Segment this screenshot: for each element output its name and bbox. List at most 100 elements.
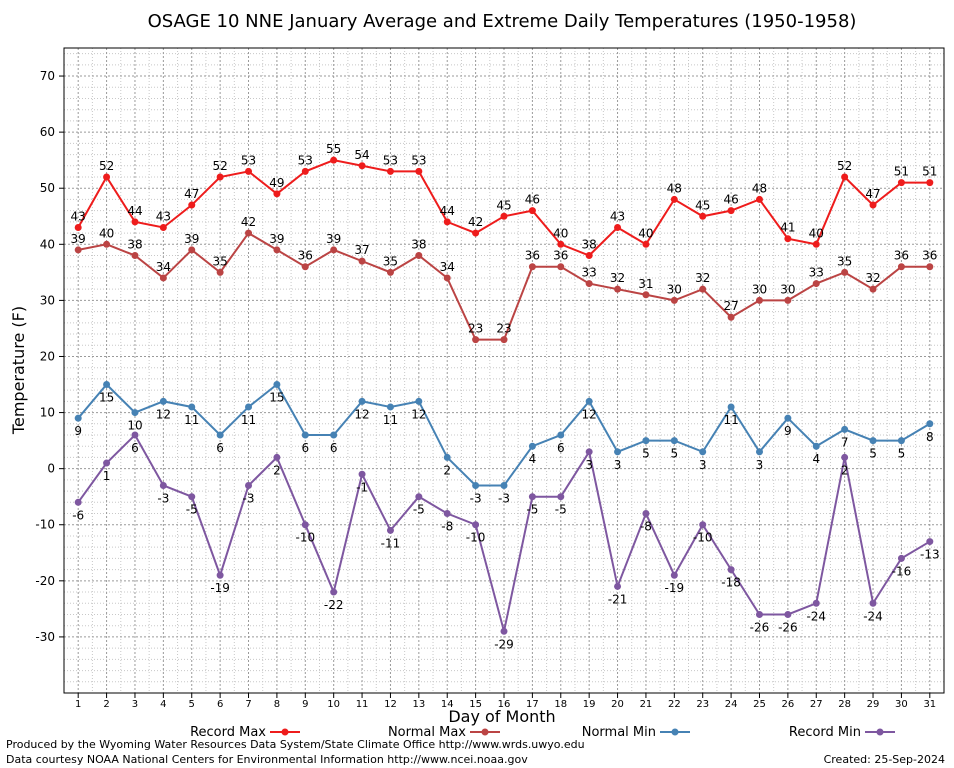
data-point bbox=[216, 268, 224, 276]
data-label: 40 bbox=[553, 226, 568, 240]
data-point bbox=[159, 481, 167, 489]
data-point bbox=[245, 167, 253, 175]
legend-entry: Record Min bbox=[789, 725, 895, 740]
data-point bbox=[670, 296, 678, 304]
data-point bbox=[755, 195, 763, 203]
data-point bbox=[386, 167, 394, 175]
y-tick-label: 20 bbox=[40, 349, 55, 363]
data-point bbox=[614, 582, 622, 590]
data-point bbox=[301, 521, 309, 529]
footer-data-courtesy: Data courtesy NOAA National Centers for … bbox=[6, 753, 528, 766]
data-label: 12 bbox=[156, 407, 171, 421]
x-tick-label: 21 bbox=[640, 699, 653, 710]
data-point bbox=[301, 263, 309, 271]
data-point bbox=[330, 431, 338, 439]
data-label: -19 bbox=[210, 581, 230, 595]
data-label: -8 bbox=[640, 520, 652, 534]
data-point bbox=[415, 167, 423, 175]
data-label: 52 bbox=[837, 159, 852, 173]
data-point bbox=[699, 448, 707, 456]
x-tick-label: 17 bbox=[526, 699, 539, 710]
data-label: -3 bbox=[470, 491, 482, 505]
data-point bbox=[330, 246, 338, 254]
data-point bbox=[784, 610, 792, 618]
data-label: 12 bbox=[354, 407, 369, 421]
data-point bbox=[358, 162, 366, 170]
x-tick-label: 3 bbox=[132, 699, 138, 710]
data-label: 43 bbox=[71, 209, 86, 223]
data-point bbox=[443, 510, 451, 518]
x-tick-label: 5 bbox=[189, 699, 195, 710]
data-point bbox=[443, 274, 451, 282]
data-point bbox=[897, 179, 905, 187]
data-point bbox=[926, 420, 934, 428]
data-point bbox=[585, 280, 593, 288]
data-point bbox=[103, 173, 111, 181]
x-tick-label: 15 bbox=[469, 699, 482, 710]
data-label: 43 bbox=[156, 209, 171, 223]
data-point bbox=[841, 453, 849, 461]
data-point bbox=[784, 296, 792, 304]
data-point bbox=[642, 437, 650, 445]
data-point bbox=[557, 263, 565, 271]
data-label: 6 bbox=[557, 441, 565, 455]
x-tick-label: 18 bbox=[554, 699, 567, 710]
data-label: 11 bbox=[184, 413, 199, 427]
data-point bbox=[74, 223, 82, 231]
y-tick-label: 70 bbox=[40, 69, 55, 83]
chart-title: OSAGE 10 NNE January Average and Extreme… bbox=[148, 11, 857, 32]
data-point bbox=[472, 336, 480, 344]
data-point bbox=[784, 235, 792, 243]
data-point bbox=[386, 268, 394, 276]
data-label: -5 bbox=[413, 503, 425, 517]
data-label: 40 bbox=[809, 226, 824, 240]
data-point bbox=[869, 599, 877, 607]
data-label: 3 bbox=[756, 458, 764, 472]
data-point bbox=[869, 437, 877, 445]
series-record-min: -6 1 6 -3 -5 -19 -3 2 -10 -22 -1 -11 -5 -8 -10 -29 -5 -5 3… bbox=[72, 431, 940, 651]
data-point bbox=[500, 481, 508, 489]
data-label: 3 bbox=[585, 458, 593, 472]
data-point bbox=[386, 403, 394, 411]
footer-produced-by: Produced by the Wyoming Water Resources … bbox=[6, 738, 585, 751]
data-label: -16 bbox=[892, 564, 912, 578]
legend-label: Record Min bbox=[789, 725, 861, 740]
x-tick-label: 8 bbox=[274, 699, 280, 710]
data-label: 11 bbox=[241, 413, 256, 427]
data-label: -3 bbox=[243, 491, 255, 505]
x-tick-label: 30 bbox=[895, 699, 908, 710]
data-label: 53 bbox=[411, 153, 426, 167]
data-point bbox=[443, 218, 451, 226]
data-point bbox=[358, 257, 366, 265]
data-label: 52 bbox=[212, 159, 227, 173]
y-tick-label: -20 bbox=[35, 574, 55, 588]
data-point bbox=[500, 212, 508, 220]
y-tick-label: 60 bbox=[40, 125, 55, 139]
data-point bbox=[841, 173, 849, 181]
data-point bbox=[869, 201, 877, 209]
data-label: 32 bbox=[610, 271, 625, 285]
data-label: -8 bbox=[441, 520, 453, 534]
x-tick-label: 13 bbox=[412, 699, 425, 710]
data-label: 35 bbox=[383, 254, 398, 268]
data-label: -6 bbox=[72, 508, 84, 522]
data-label: 47 bbox=[865, 187, 880, 201]
data-point bbox=[614, 448, 622, 456]
data-label: 38 bbox=[127, 238, 142, 252]
y-tick-label: 50 bbox=[40, 181, 55, 195]
x-tick-label: 6 bbox=[217, 699, 223, 710]
legend-swatch-marker bbox=[481, 728, 489, 736]
x-tick-label: 11 bbox=[356, 699, 369, 710]
data-label: 6 bbox=[301, 441, 309, 455]
data-point bbox=[159, 223, 167, 231]
data-label: 2 bbox=[841, 463, 849, 477]
data-point bbox=[472, 481, 480, 489]
data-point bbox=[869, 285, 877, 293]
data-label: 54 bbox=[354, 148, 369, 162]
data-point bbox=[301, 167, 309, 175]
data-label: 10 bbox=[127, 419, 142, 433]
data-label: 51 bbox=[922, 165, 937, 179]
x-tick-label: 12 bbox=[384, 699, 397, 710]
